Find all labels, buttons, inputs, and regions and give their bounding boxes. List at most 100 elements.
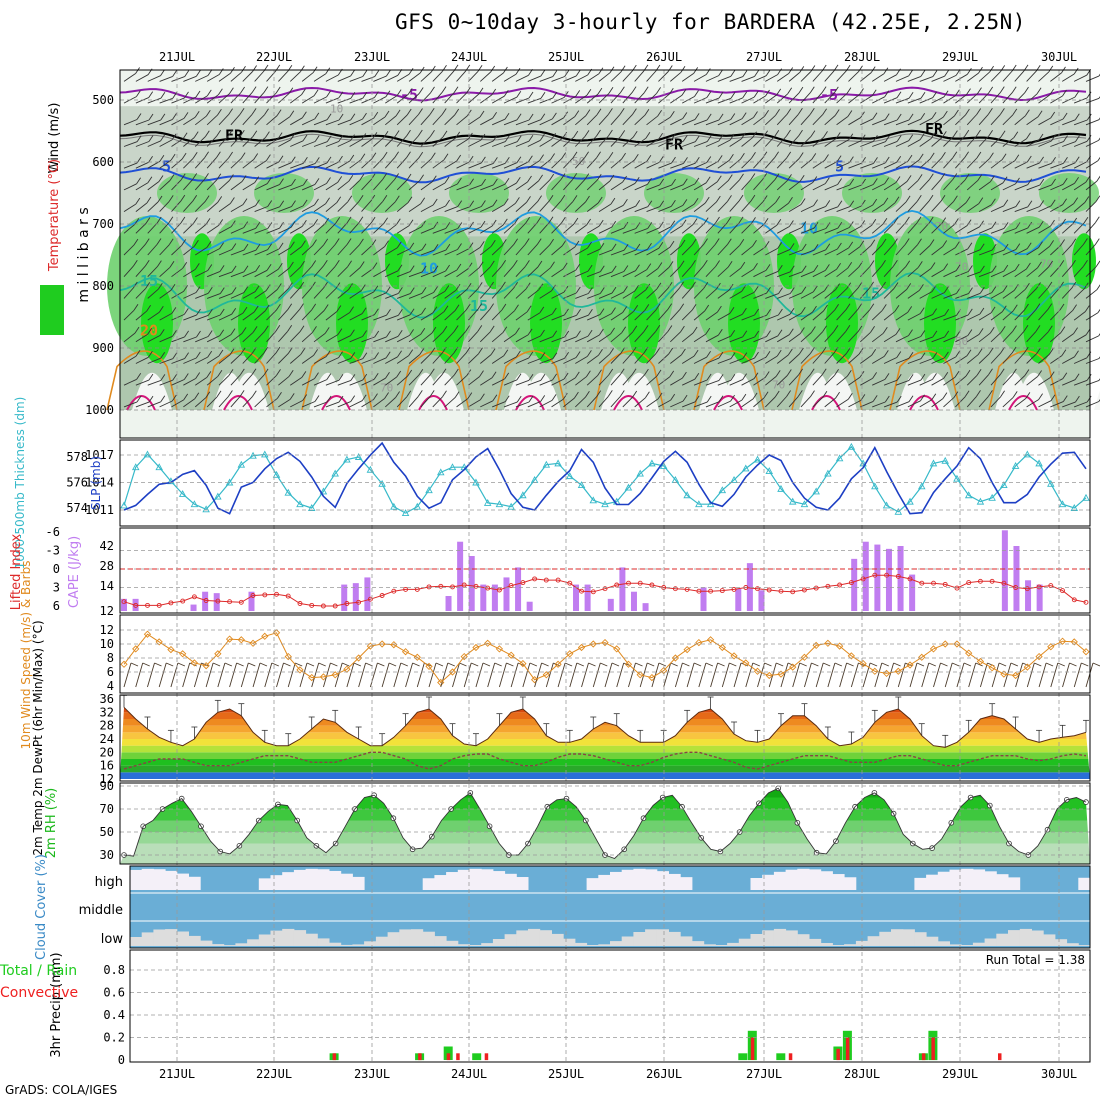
wind-barb	[990, 291, 1004, 299]
wind-barb	[242, 352, 253, 364]
wind-barb-flag	[443, 305, 449, 312]
wind-barb-flag	[750, 173, 756, 180]
wind-barb-flag	[301, 88, 306, 95]
surface-wind-barb-flag	[342, 662, 350, 667]
wind-barb-flag	[645, 131, 651, 139]
high-cloud-bar	[621, 869, 634, 890]
wind-barb	[266, 184, 280, 191]
surface-wind-barb	[534, 662, 543, 688]
wind-barb-flag	[682, 135, 688, 142]
wind-barb	[978, 181, 991, 191]
wind-barb	[349, 267, 361, 278]
wind-barb-flag	[148, 373, 154, 381]
wind-barb	[800, 396, 811, 408]
wind-barb-flag	[967, 329, 973, 336]
wind-barb	[171, 117, 185, 126]
wind-barb-flag	[347, 195, 353, 203]
wind-barb	[1050, 378, 1064, 386]
wind-barb	[432, 159, 445, 169]
wind-barb	[468, 206, 482, 213]
wind-barb	[634, 374, 645, 386]
wind-barb-flag	[469, 221, 474, 229]
wind-barb-flag	[384, 240, 389, 247]
wind-barb	[586, 248, 601, 256]
low-cloud-bar	[434, 936, 447, 946]
surface-wind-barb-flag	[306, 662, 315, 667]
wind-barb-flag	[835, 283, 840, 290]
wind-barb	[183, 223, 194, 234]
wind-barb-flag	[586, 370, 591, 377]
wind-barb-flag	[252, 130, 258, 137]
wind-barb-flag	[930, 262, 936, 269]
wind-barb	[848, 71, 859, 82]
wind-barb	[1073, 265, 1084, 278]
wind-barb-flag	[884, 373, 890, 380]
wind-barb	[183, 269, 196, 278]
wind-barb-flag	[1001, 305, 1007, 313]
wind-barb	[895, 357, 910, 364]
surface-wind-barb-flag	[142, 662, 150, 667]
wind-barb	[824, 248, 838, 256]
wind-barb	[396, 355, 409, 364]
wind-barb	[1073, 161, 1087, 169]
wind-barb	[373, 314, 387, 321]
wind-barb-flag	[350, 134, 355, 141]
low-cloud-bar	[212, 944, 225, 946]
li-tick-label: -6	[46, 525, 60, 539]
wind-barb	[681, 244, 693, 256]
cape-bar	[630, 591, 637, 611]
wind-barb	[729, 336, 743, 343]
wind-barb	[290, 140, 304, 147]
wind-barb-flag	[1084, 196, 1090, 203]
wind-barb-flag	[777, 329, 783, 337]
wind-barb-flag	[976, 390, 981, 397]
wind-barb-flag	[493, 178, 498, 186]
high-cloud-bar	[340, 873, 353, 890]
wind-barb-flag	[311, 303, 317, 311]
wind-barb-flag	[620, 130, 626, 137]
wind-barb	[622, 396, 634, 408]
temp-tick-label: 28	[100, 719, 114, 733]
wind-barb-flag	[455, 131, 461, 139]
wind-barb-flag	[133, 304, 139, 311]
wind-barb	[741, 336, 755, 343]
isotherm-label: -5	[820, 86, 838, 104]
wind-barb-flag	[778, 287, 783, 294]
wind-barb	[705, 75, 719, 82]
wind-barb	[883, 74, 897, 82]
wind-barb-flag	[787, 87, 793, 95]
surface-wind-barb	[522, 662, 531, 688]
wind-barb	[432, 352, 443, 364]
wind-barb	[539, 358, 553, 364]
wind-barb	[634, 92, 645, 104]
high-cloud-bar	[656, 871, 669, 890]
wind-barb-flag	[726, 216, 732, 224]
wind-barb	[278, 353, 289, 364]
low-cloud-bar	[820, 943, 833, 946]
wind-barb-flag	[765, 264, 771, 271]
wind-barb	[349, 118, 363, 126]
wind-barb-flag	[775, 370, 781, 377]
wind-barb-flag	[623, 265, 629, 272]
precip-tick-label: 0.4	[103, 1008, 125, 1022]
wind-barb	[135, 119, 150, 126]
wind-barb	[278, 93, 290, 104]
wind-barb	[955, 73, 968, 82]
wind-barb-flag	[420, 327, 426, 335]
wind-barb	[871, 265, 882, 277]
wind-barb	[563, 397, 575, 408]
low-cloud-bar	[937, 941, 950, 946]
wind-barb-flag	[408, 349, 414, 356]
slp-tick-label: 1014	[85, 476, 114, 490]
wind-barb-flag	[596, 390, 602, 397]
wind-barb-flag	[1061, 349, 1067, 356]
wind-barb	[741, 157, 752, 169]
surface-wind-barb	[933, 662, 941, 688]
precip-run-total: Run Total = 1.38	[986, 953, 1085, 967]
wind-barb-flag	[417, 129, 423, 137]
wind-barb-flag	[669, 240, 675, 248]
thickness-marker	[730, 476, 738, 483]
wind-barb-flag	[192, 152, 198, 159]
wind-barb	[693, 356, 707, 364]
wind-barb-flag	[632, 108, 637, 115]
